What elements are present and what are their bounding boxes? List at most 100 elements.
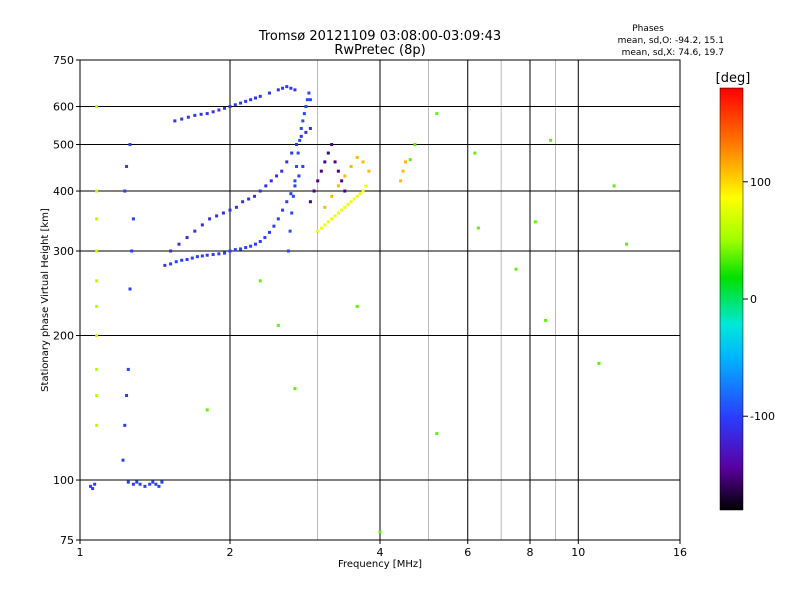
data-point: [258, 240, 262, 244]
data-point: [326, 220, 330, 224]
data-point: [308, 98, 312, 102]
data-point: [169, 249, 173, 253]
y-ticks: 75 100 200 300 400 500 600 750: [53, 54, 80, 547]
data-point: [352, 197, 356, 201]
data-point: [200, 223, 204, 227]
data-point: [228, 208, 232, 212]
data-point: [193, 113, 197, 117]
data-point: [253, 96, 257, 100]
y-axis-label: Stationary phase Virtual Height [km]: [40, 208, 51, 392]
data-point: [95, 105, 99, 109]
stats-o-line: mean, sd,O: -94.2, 15.1: [618, 36, 724, 46]
x-tick-label: 1: [77, 546, 84, 559]
data-point: [138, 482, 142, 486]
data-point: [361, 189, 365, 193]
data-point: [177, 242, 181, 246]
data-point: [217, 108, 221, 112]
data-point: [298, 138, 302, 142]
data-point: [211, 110, 215, 114]
data-point: [544, 318, 548, 322]
x-ticks: 1 2 4 6 8 10 16: [77, 540, 687, 559]
data-point: [295, 164, 299, 168]
data-point: [319, 169, 323, 173]
grid: [80, 60, 680, 540]
data-point: [435, 432, 439, 436]
data-point: [249, 98, 253, 102]
data-point: [346, 202, 350, 206]
data-point: [304, 130, 308, 134]
x-tick-label: 8: [527, 546, 534, 559]
data-point: [276, 217, 280, 221]
data-point: [131, 482, 135, 486]
data-point: [358, 192, 362, 196]
data-point: [185, 258, 189, 262]
data-point: [333, 160, 337, 164]
data-point: [285, 200, 289, 204]
y-tick-label: 200: [53, 330, 74, 343]
data-point: [228, 105, 232, 109]
data-point: [323, 223, 327, 227]
data-point: [403, 160, 407, 164]
y-tick-label: 300: [53, 245, 74, 258]
colorbar-tick-label: -100: [750, 410, 775, 423]
data-point: [399, 179, 403, 183]
data-point: [336, 211, 340, 215]
data-point: [195, 255, 199, 259]
data-point: [205, 112, 209, 116]
data-point: [180, 117, 184, 121]
data-point: [280, 169, 284, 173]
data-point: [307, 91, 311, 95]
data-point: [193, 229, 197, 233]
data-point: [367, 169, 371, 173]
data-point: [253, 194, 257, 198]
data-point: [340, 179, 344, 183]
colorbar-tick-label: 0: [750, 293, 757, 306]
y-tick-label: 750: [53, 54, 74, 67]
data-point: [123, 423, 127, 427]
data-point: [355, 304, 359, 308]
data-point: [267, 91, 271, 95]
data-point: [215, 214, 219, 218]
data-point: [154, 482, 158, 486]
data-point: [473, 151, 477, 155]
data-point: [330, 143, 334, 147]
data-point: [285, 85, 289, 89]
data-point: [288, 229, 292, 233]
x-tick-label: 2: [227, 546, 234, 559]
data-point: [276, 323, 280, 327]
data-point: [299, 126, 303, 130]
data-point: [625, 242, 629, 246]
chart-title: Tromsø 20121109 03:08:00-03:09:43: [258, 29, 501, 44]
data-point: [323, 160, 327, 164]
data-point: [343, 189, 347, 193]
data-point: [276, 88, 280, 92]
data-point: [233, 103, 237, 107]
data-point: [612, 184, 616, 188]
data-point: [186, 115, 190, 119]
y-tick-label: 500: [53, 139, 74, 152]
data-point: [130, 249, 134, 253]
data-points: [89, 85, 629, 534]
data-point: [308, 200, 312, 204]
data-point: [223, 251, 227, 255]
data-point: [95, 423, 99, 427]
data-point: [364, 184, 368, 188]
data-point: [160, 480, 164, 484]
data-point: [272, 224, 276, 228]
data-point: [336, 184, 340, 188]
data-point: [301, 164, 305, 168]
data-point: [295, 143, 299, 147]
data-point: [95, 279, 99, 283]
data-point: [304, 105, 308, 109]
data-point: [297, 174, 301, 178]
data-point: [95, 189, 99, 193]
y-tick-label: 400: [53, 185, 74, 198]
data-point: [330, 194, 334, 198]
data-point: [333, 214, 337, 218]
data-point: [205, 408, 209, 412]
data-point: [126, 367, 130, 371]
data-point: [336, 169, 340, 173]
data-point: [208, 217, 212, 221]
data-point: [290, 211, 294, 215]
data-point: [190, 256, 194, 260]
